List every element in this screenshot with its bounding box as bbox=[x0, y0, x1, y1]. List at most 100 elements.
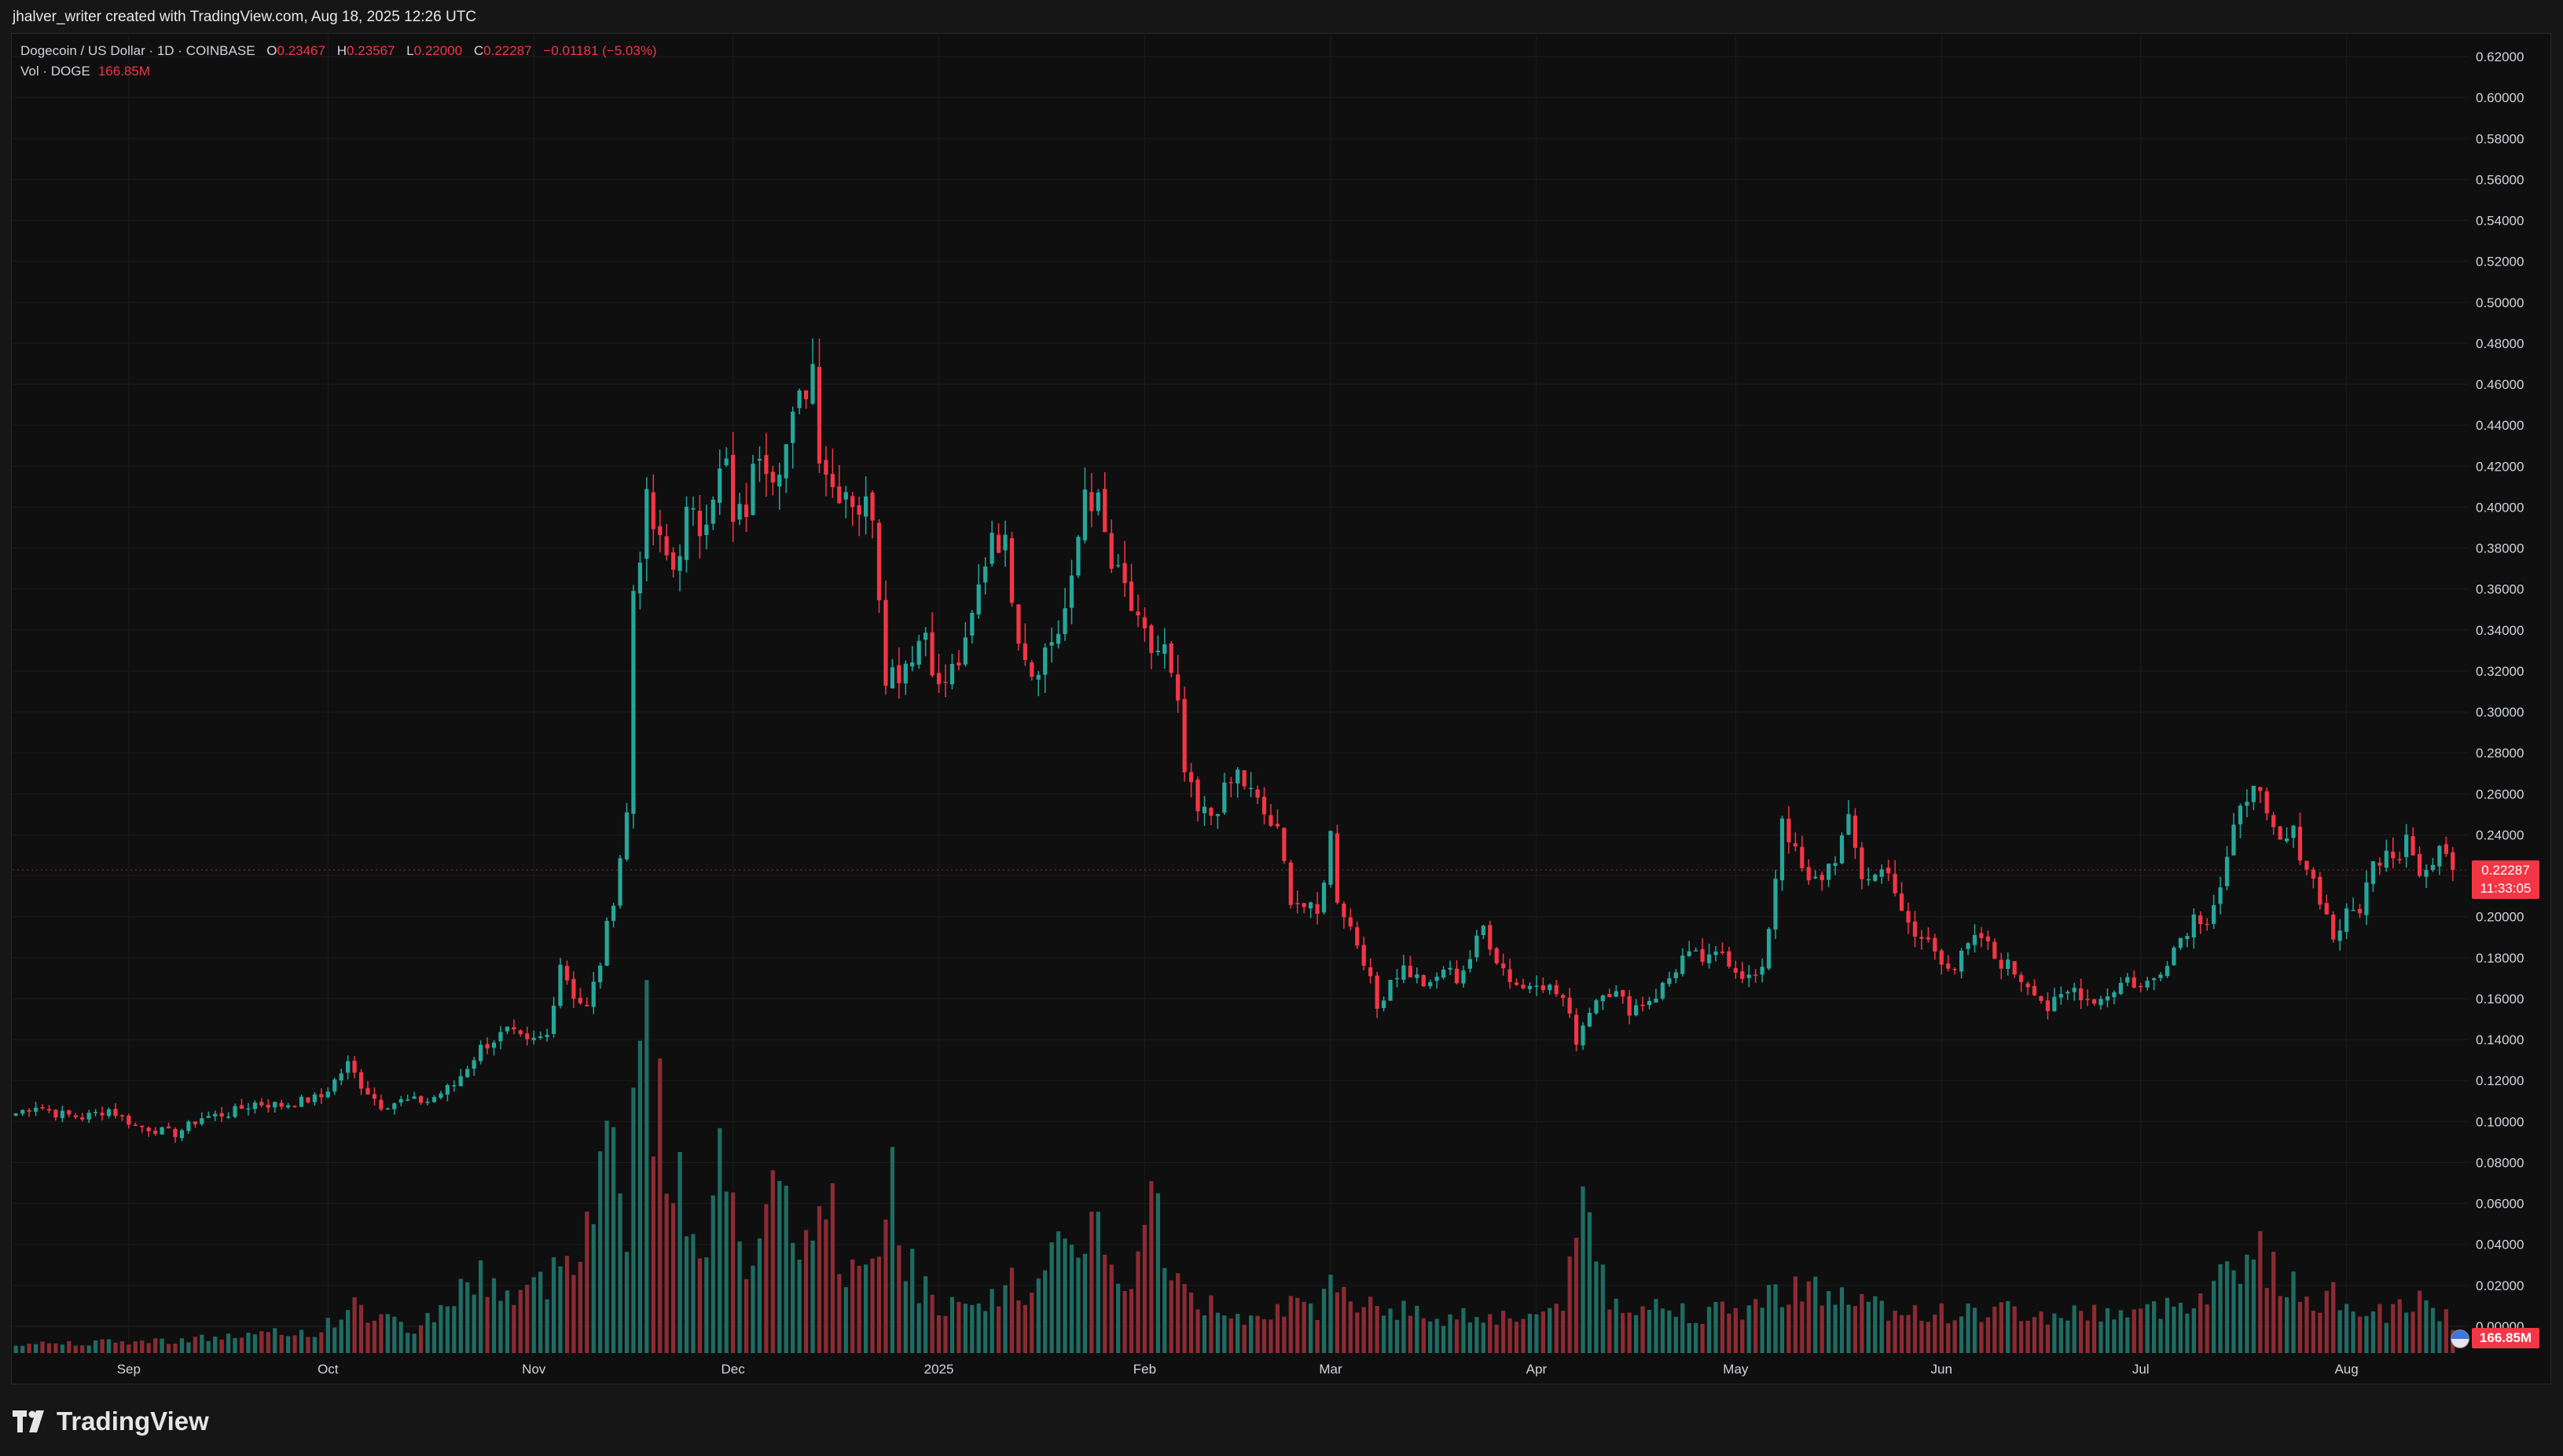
price-axis-label: 0.12000 bbox=[2476, 1073, 2524, 1088]
volume-bar bbox=[1786, 1304, 1791, 1353]
candle-body bbox=[1415, 974, 1419, 978]
candle-body bbox=[100, 1113, 105, 1116]
volume-bar bbox=[1673, 1316, 1678, 1353]
volume-bar bbox=[200, 1334, 204, 1353]
volume-bar bbox=[1269, 1319, 1273, 1353]
volume-bar bbox=[431, 1322, 437, 1353]
volume-bar bbox=[1408, 1315, 1413, 1353]
candle-body bbox=[558, 964, 563, 1007]
candle-body bbox=[2251, 785, 2256, 802]
candle-body bbox=[1926, 937, 1930, 940]
volume-bar bbox=[1368, 1296, 1373, 1353]
candle-body bbox=[213, 1113, 218, 1117]
candle-body bbox=[1746, 974, 1751, 978]
volume-bar bbox=[976, 1303, 981, 1353]
volume-bar bbox=[1043, 1270, 1048, 1353]
volume-bar bbox=[890, 1146, 895, 1353]
candle-body bbox=[2058, 994, 2063, 998]
candle-body bbox=[312, 1094, 318, 1102]
price-axis-label: 0.28000 bbox=[2476, 746, 2524, 761]
candle-body bbox=[1049, 642, 1054, 646]
volume-bar bbox=[358, 1304, 364, 1353]
volume-bar bbox=[1474, 1317, 1479, 1353]
volume-bar bbox=[153, 1338, 158, 1353]
candle-body bbox=[439, 1093, 443, 1098]
candle-body bbox=[458, 1076, 463, 1087]
tradingview-logo[interactable]: TradingView bbox=[13, 1406, 209, 1436]
candle-body bbox=[206, 1116, 211, 1118]
candle-body bbox=[2218, 887, 2223, 904]
volume-bar bbox=[2231, 1270, 2236, 1353]
volume-bar bbox=[2264, 1288, 2269, 1353]
volume-bar bbox=[2291, 1271, 2296, 1353]
volume-bar bbox=[2191, 1307, 2196, 1353]
volume-bar bbox=[273, 1328, 277, 1353]
volume-bar bbox=[465, 1282, 470, 1353]
volume-bar bbox=[2331, 1282, 2336, 1353]
chart-frame[interactable] bbox=[11, 33, 2551, 1384]
volume-bar bbox=[412, 1333, 417, 1353]
volume-bar bbox=[46, 1343, 52, 1353]
volume-bar bbox=[1494, 1324, 1499, 1353]
candle-body bbox=[857, 505, 861, 515]
volume-bar bbox=[1109, 1264, 1114, 1353]
last-price-tag: 0.22287 11:33:05 bbox=[2472, 860, 2539, 899]
candle-body bbox=[1793, 843, 1798, 847]
volume-bar bbox=[1972, 1307, 1977, 1353]
volume-bar bbox=[1933, 1315, 1937, 1353]
candle-body bbox=[1155, 650, 1160, 652]
candle-body bbox=[1228, 782, 1233, 783]
price-axis-label: 0.44000 bbox=[2476, 418, 2524, 433]
volume-bar bbox=[1182, 1284, 1187, 1353]
volume-bar bbox=[1222, 1315, 1227, 1353]
volume-bar bbox=[949, 1296, 955, 1353]
flag-icon[interactable] bbox=[2451, 1329, 2469, 1348]
candle-body bbox=[2072, 988, 2076, 992]
candle-body bbox=[226, 1116, 231, 1118]
price-axis[interactable]: 0.62000 0.60000 0.58000 0.56000 0.54000 0.520… bbox=[2476, 50, 2524, 1334]
volume-bar bbox=[452, 1306, 457, 1353]
volume-bar bbox=[1394, 1319, 1400, 1353]
volume-bar bbox=[1713, 1301, 1718, 1353]
volume-bar bbox=[1746, 1305, 1751, 1353]
candlestick-chart[interactable]: 0.62000 0.60000 0.58000 0.56000 0.54000 0.520… bbox=[0, 0, 2563, 1384]
candle-body bbox=[1461, 970, 1466, 984]
volume-tag: 166.85M bbox=[2472, 1328, 2539, 1348]
candle-body bbox=[1587, 1013, 1592, 1027]
price-axis-label: 0.14000 bbox=[2476, 1032, 2524, 1047]
volume-bar bbox=[93, 1340, 98, 1353]
volume-bar bbox=[1030, 1293, 1034, 1353]
volume-bar bbox=[2132, 1309, 2136, 1353]
candle-body bbox=[936, 673, 942, 684]
high-label: H bbox=[336, 43, 347, 58]
symbol-description[interactable]: Dogecoin / US Dollar · 1D · COINBASE bbox=[20, 43, 255, 58]
volume-bar bbox=[923, 1276, 928, 1353]
time-axis-label: Oct bbox=[318, 1362, 339, 1377]
volume-bar bbox=[2417, 1290, 2422, 1353]
volume-bar bbox=[1966, 1303, 1970, 1353]
volume-bar bbox=[80, 1345, 85, 1353]
candle-body bbox=[1176, 674, 1181, 701]
volume-bar bbox=[1275, 1304, 1280, 1353]
candle-body bbox=[2145, 981, 2150, 988]
volume-bar bbox=[843, 1287, 848, 1353]
volume-bar bbox=[670, 1203, 676, 1353]
bar-countdown: 11:33:05 bbox=[2480, 881, 2532, 896]
candle-body bbox=[1654, 998, 1658, 1003]
volume-bar bbox=[2351, 1311, 2356, 1353]
candle-body bbox=[2384, 850, 2389, 868]
candle-body bbox=[1919, 937, 1924, 939]
volume-bar bbox=[186, 1342, 191, 1353]
candle-body bbox=[1136, 611, 1140, 616]
volume-bar bbox=[219, 1339, 224, 1353]
candle-body bbox=[1428, 982, 1433, 987]
candle-body bbox=[166, 1126, 171, 1129]
volume-bar bbox=[2058, 1318, 2063, 1353]
volume-bar bbox=[100, 1339, 105, 1353]
candle-body bbox=[525, 1033, 530, 1040]
volume-bar bbox=[604, 1120, 609, 1353]
volume-label[interactable]: Vol · DOGE bbox=[20, 64, 90, 79]
candle-body bbox=[658, 526, 663, 535]
time-axis[interactable]: Sep Oct Nov Dec 2025 Feb Mar Apr May Jun Jul Aug bbox=[117, 1362, 2359, 1377]
candle-body bbox=[1760, 966, 1764, 975]
